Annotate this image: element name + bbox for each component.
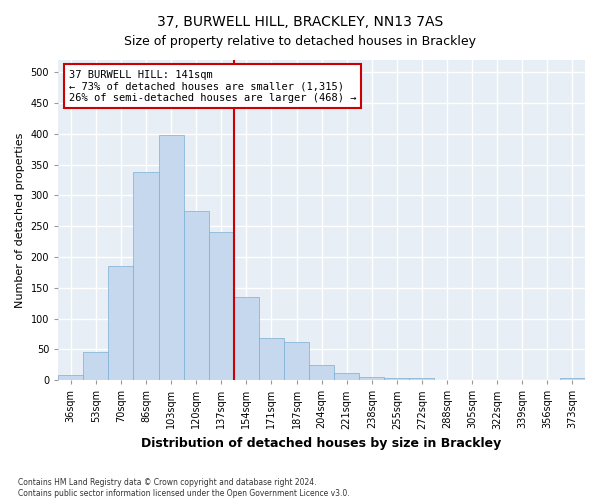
X-axis label: Distribution of detached houses by size in Brackley: Distribution of detached houses by size … <box>142 437 502 450</box>
Bar <box>83 352 109 380</box>
Bar <box>385 378 409 380</box>
Bar <box>284 342 309 380</box>
Text: 37, BURWELL HILL, BRACKLEY, NN13 7AS: 37, BURWELL HILL, BRACKLEY, NN13 7AS <box>157 15 443 29</box>
Bar <box>58 375 83 380</box>
Bar <box>560 378 585 380</box>
Bar <box>359 377 385 380</box>
Text: 37 BURWELL HILL: 141sqm
← 73% of detached houses are smaller (1,315)
26% of semi: 37 BURWELL HILL: 141sqm ← 73% of detache… <box>69 70 356 103</box>
Bar <box>309 364 334 380</box>
Bar <box>334 374 359 380</box>
Bar <box>209 232 234 380</box>
Bar <box>259 338 284 380</box>
Text: Contains HM Land Registry data © Crown copyright and database right 2024.
Contai: Contains HM Land Registry data © Crown c… <box>18 478 350 498</box>
Text: Size of property relative to detached houses in Brackley: Size of property relative to detached ho… <box>124 35 476 48</box>
Bar <box>234 297 259 380</box>
Y-axis label: Number of detached properties: Number of detached properties <box>15 132 25 308</box>
Bar <box>158 135 184 380</box>
Bar <box>409 378 434 380</box>
Bar <box>109 266 133 380</box>
Bar <box>184 211 209 380</box>
Bar <box>133 172 158 380</box>
